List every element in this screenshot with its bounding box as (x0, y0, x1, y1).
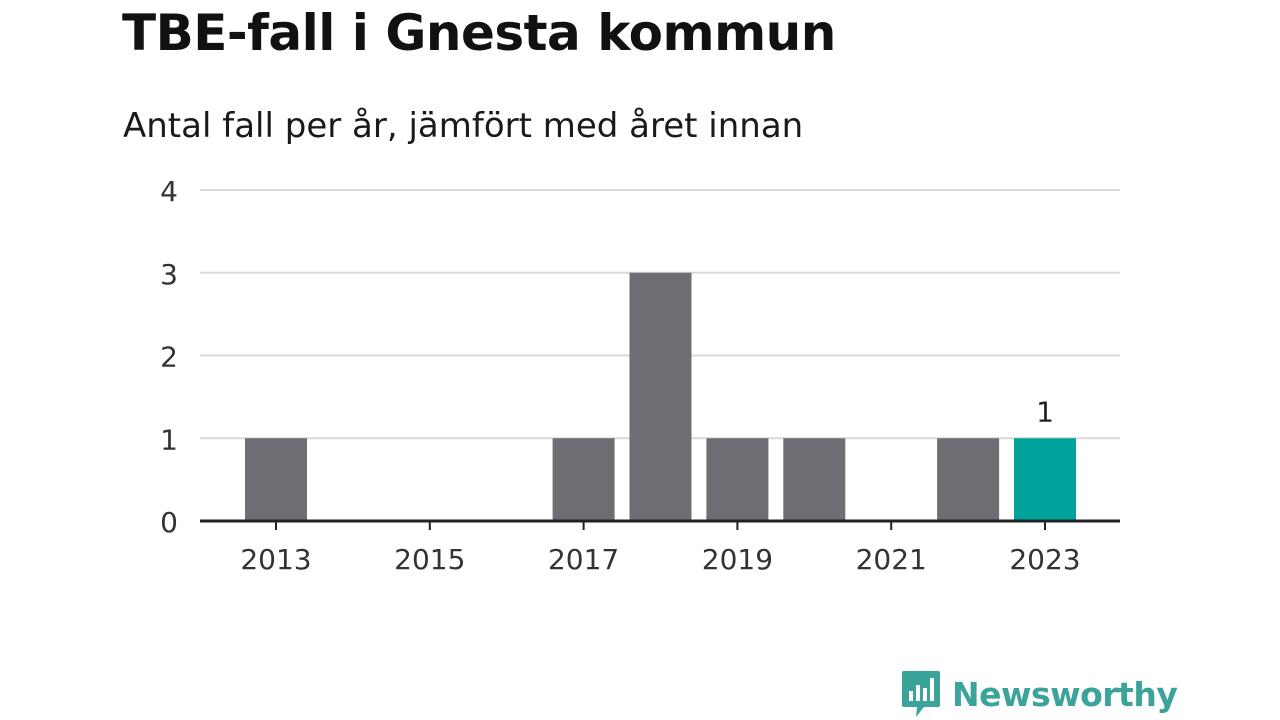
bar (783, 438, 846, 521)
y-tick-label: 2 (160, 341, 178, 374)
x-tick-label: 2019 (702, 543, 773, 576)
bar (706, 438, 769, 521)
bar (629, 272, 692, 521)
bar (1014, 438, 1076, 521)
chart-subtitle: Antal fall per år, jämfört med året inna… (123, 106, 804, 146)
bar (937, 438, 1000, 521)
y-tick-label: 3 (160, 258, 178, 291)
bar (245, 438, 307, 521)
brand-logo: Newsworthy (900, 668, 1178, 720)
x-tick-label: 2021 (856, 543, 927, 576)
chart-speech-bubble-icon (902, 671, 940, 717)
chart-title: TBE-fall i Gnesta kommun (122, 4, 836, 62)
x-tick-label: 2023 (1009, 543, 1080, 576)
brand-name: Newsworthy (952, 674, 1178, 714)
y-tick-label: 1 (160, 423, 178, 456)
x-tick-label: 2015 (394, 543, 465, 576)
y-tick-label: 4 (160, 175, 178, 208)
data-label: 1 (1036, 395, 1054, 428)
y-tick-label: 0 (160, 506, 178, 539)
bar-chart: 0 1 2 3 4 1 2013 2015 2017 2019 2021 2023 (160, 175, 1120, 576)
x-tick-label: 2013 (240, 543, 311, 576)
x-tick-label: 2017 (548, 543, 619, 576)
bar (552, 438, 615, 521)
